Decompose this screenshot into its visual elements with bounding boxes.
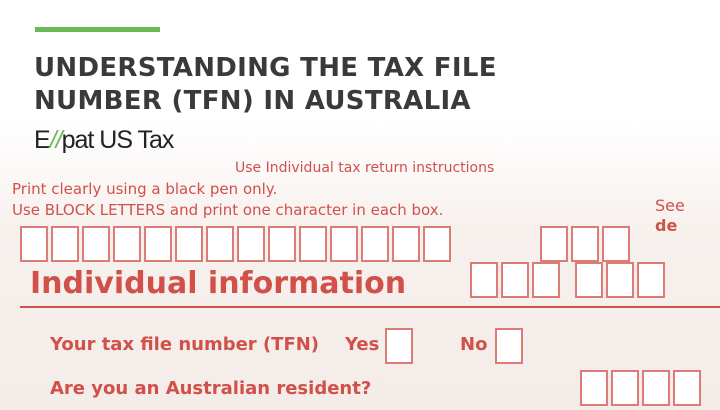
page-title: UNDERSTANDING THE TAX FILE NUMBER (TFN) … xyxy=(34,52,497,118)
form-char-box xyxy=(113,226,141,262)
form-char-box xyxy=(532,262,560,298)
form-char-box xyxy=(602,226,630,262)
form-instruction-3: Use BLOCK LETTERS and print one characte… xyxy=(12,201,444,219)
form-char-box xyxy=(299,226,327,262)
form-char-box xyxy=(206,226,234,262)
logo: E//pat US Tax xyxy=(34,126,174,154)
section-title: Individual information xyxy=(30,266,407,301)
resident-label: Are you an Australian resident? xyxy=(50,378,372,399)
form-instruction-2: Print clearly using a black pen only. xyxy=(12,180,278,198)
form-char-box xyxy=(144,226,172,262)
form-char-box xyxy=(575,262,603,298)
accent-bar xyxy=(35,27,160,32)
form-char-box xyxy=(385,328,413,364)
form-char-box xyxy=(571,226,599,262)
form-char-box xyxy=(423,226,451,262)
form-char-box xyxy=(361,226,389,262)
form-char-box xyxy=(268,226,296,262)
form-char-box xyxy=(673,370,701,406)
form-char-box xyxy=(642,370,670,406)
form-char-box xyxy=(540,226,568,262)
form-char-box xyxy=(392,226,420,262)
form-char-box xyxy=(51,226,79,262)
divider xyxy=(20,306,720,308)
no-label: No xyxy=(460,334,488,355)
form-char-box xyxy=(470,262,498,298)
tfn-label: Your tax file number (TFN) xyxy=(50,334,320,355)
form-char-box xyxy=(495,328,523,364)
form-char-box xyxy=(82,226,110,262)
title-line-2: NUMBER (TFN) IN AUSTRALIA xyxy=(34,86,471,116)
see-label: See xyxy=(655,196,685,215)
form-char-box xyxy=(330,226,358,262)
form-char-box xyxy=(580,370,608,406)
yes-label: Yes xyxy=(345,334,380,355)
form-char-box xyxy=(237,226,265,262)
title-line-1: UNDERSTANDING THE TAX FILE xyxy=(34,53,497,83)
form-char-box xyxy=(175,226,203,262)
de-label: de xyxy=(655,216,678,235)
form-char-box xyxy=(611,370,639,406)
form-instruction-1: Use Individual tax return instructions xyxy=(235,160,495,176)
form-char-box xyxy=(501,262,529,298)
form-char-box xyxy=(606,262,634,298)
form-char-box xyxy=(20,226,48,262)
form-char-box xyxy=(637,262,665,298)
